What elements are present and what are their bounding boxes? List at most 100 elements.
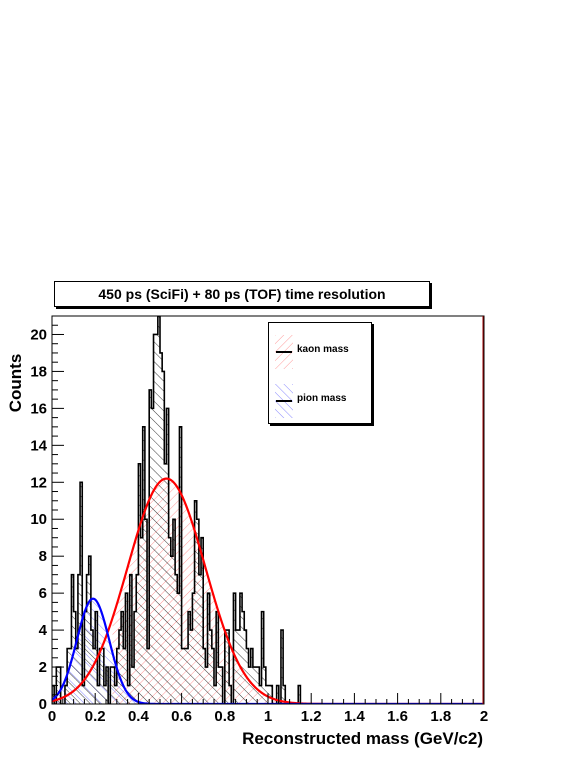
x-tick-label: 1.8 [430,708,451,725]
histogram-bin [250,648,253,704]
legend: kaon mass pion mass [268,322,372,424]
histogram-bin [216,611,219,704]
histogram-bin [151,408,154,704]
histogram-bin [134,611,137,704]
histogram-bin [160,352,163,704]
chart-title-text: 450 ps (SciFi) + 80 ps (TOF) time resolu… [98,286,386,302]
histogram-bin [237,630,240,704]
histogram-bin [239,593,243,704]
histogram-bin [196,519,199,704]
histogram-bin [80,482,83,704]
legend-label-pion: pion mass [297,393,347,404]
fit-curve-pion-mass [52,597,484,704]
histogram-bin [121,611,124,704]
histogram-bin [75,648,78,704]
chart-title: 450 ps (SciFi) + 80 ps (TOF) time resolu… [54,281,430,307]
histogram-bin [268,685,271,704]
histogram-bin [82,685,85,704]
histogram-bin [129,574,132,704]
x-tick-label: 0.2 [85,708,106,725]
histogram-bin [205,667,208,704]
histogram-bin [192,593,195,704]
histogram-bin [166,408,169,704]
histogram-bin [244,630,247,704]
histogram-bin [188,611,191,704]
histogram-bin [259,685,262,704]
histogram-bin [69,648,72,704]
histogram-bin [298,685,301,704]
histogram-bin [138,463,141,704]
histogram-bin [179,426,182,704]
histogram-bin [185,648,189,704]
y-tick-label: 18 [30,363,47,380]
histogram-bin [116,648,119,704]
histogram-bin [147,648,150,704]
histogram-bin [211,648,214,704]
y-tick-label: 10 [30,511,47,528]
y-tick-label: 16 [30,400,47,417]
histogram-bin [170,556,173,704]
histogram-bin [257,667,260,704]
histogram-bin [153,334,156,704]
histogram-bin [190,630,193,704]
histogram-bin [103,685,106,704]
histogram-bin [233,593,236,704]
histogram-bin [198,574,202,704]
histogram-bin [144,519,148,704]
histogram-bin [209,630,212,704]
histogram-bin [207,593,210,704]
histogram-bin [112,667,115,704]
x-tick-label: 0.8 [214,708,235,725]
x-tick-label: 1 [264,708,272,725]
histogram-bin [93,648,96,704]
histogram-bin [261,611,264,704]
histogram-bin [164,463,167,704]
histogram-bin [242,611,245,704]
y-tick-label: 8 [39,548,47,565]
x-axis-label: Reconstructed mass (GeV/c2) [242,729,483,748]
histogram-bin [155,334,158,704]
x-tick-label: 2 [480,708,488,725]
legend-line-kaon [276,351,292,353]
histogram-bin [73,611,76,704]
histogram-bin [71,574,74,704]
histogram-bin [177,593,180,704]
y-tick-label: 2 [39,659,47,676]
histogram-bin [270,685,273,704]
x-tick-label: 1.2 [301,708,322,725]
histogram-bin [77,574,81,704]
x-tick-label: 0.6 [171,708,192,725]
histogram-bin [131,667,135,704]
histogram-bin [224,630,227,704]
histogram-bin [162,371,165,704]
histogram-bin [283,685,286,704]
legend-entry-kaon: kaon mass [275,335,371,373]
histogram-bin [172,519,176,704]
x-tick-label: 1.4 [344,708,366,725]
histogram-bin [255,667,258,704]
histogram-bin [123,648,126,704]
histogram-bin [226,630,230,704]
histogram-bin [175,574,178,704]
histogram-bin [201,537,204,704]
histogram-bin [218,667,221,704]
y-tick-label: 6 [39,585,47,602]
histogram-bin [88,556,91,704]
histogram-bin [276,685,279,704]
histogram-bin [110,667,113,704]
histogram-bin [118,630,122,704]
histogram-bin [235,630,238,704]
y-tick-label: 20 [30,326,47,343]
histogram-bin [181,648,184,704]
x-tick-label: 0.4 [128,708,150,725]
y-tick-label: 12 [30,474,47,491]
histogram-bin [58,667,61,704]
y-tick-label: 4 [39,622,48,639]
histogram-bin [149,389,152,704]
histogram-bin [140,537,143,704]
histogram-bin [101,648,104,704]
legend-line-pion [276,400,292,402]
histogram-bin [84,611,87,704]
legend-entry-pion: pion mass [275,384,371,422]
